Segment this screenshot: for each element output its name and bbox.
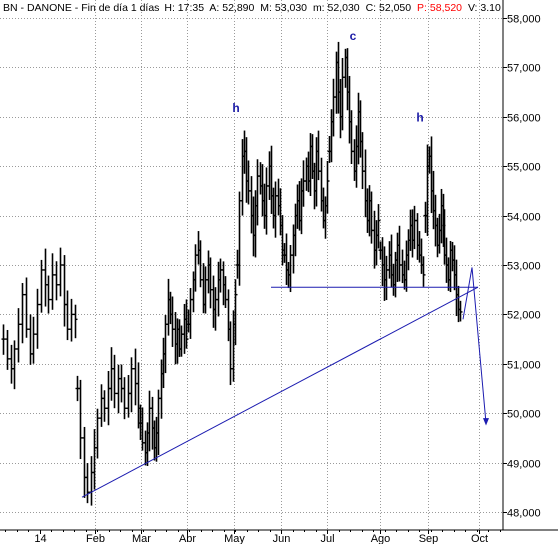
price-bar — [325, 160, 330, 214]
price-bar — [376, 204, 381, 249]
price-bar — [31, 316, 36, 364]
header-v-value: 3.10 — [480, 2, 501, 14]
x-tick-label: Abr — [179, 533, 196, 544]
x-tick-label: Ago — [371, 533, 391, 544]
price-bar — [95, 408, 100, 459]
y-tick-label: 54,000 — [507, 212, 541, 224]
price-bar — [129, 357, 134, 413]
price-bar — [16, 308, 21, 363]
price-bar — [58, 247, 63, 297]
price-bar — [54, 261, 59, 301]
header-p-label: P: — [417, 2, 427, 14]
y-tick-label: 48,000 — [507, 508, 541, 520]
drawn-lines — [81, 267, 489, 498]
header-a-value: 52,890 — [222, 2, 254, 14]
x-tick-label: May — [224, 533, 245, 544]
price-bar — [233, 279, 238, 346]
price-bar — [73, 304, 78, 339]
price-bar — [5, 329, 10, 370]
y-tick-label: 53,000 — [507, 261, 541, 273]
pattern-label-h: h — [232, 101, 239, 115]
header-bar — [0, 0, 503, 15]
y-tick-label: 57,000 — [507, 63, 541, 75]
price-bar — [69, 298, 74, 342]
price-bar — [102, 390, 107, 422]
price-bar — [458, 300, 463, 322]
price-bar — [50, 253, 55, 310]
header-name: DANONE — [27, 2, 72, 14]
header-h-label: H: — [164, 2, 175, 14]
x-tick-label: Oct — [471, 533, 488, 544]
projection-arrowhead — [483, 418, 489, 426]
pattern-label-c: c — [350, 29, 357, 43]
header-period: Fin de día 1 días — [81, 2, 159, 14]
price-bar — [78, 379, 83, 460]
price-bar — [421, 256, 426, 287]
y-tick-label: 50,000 — [507, 409, 541, 421]
header-v-label: V: — [468, 2, 478, 14]
header-mn-label: m: — [313, 2, 325, 14]
price-bar — [1, 324, 6, 355]
header-c-label: C: — [366, 2, 377, 14]
pattern-label-h: h — [416, 111, 423, 125]
price-bar — [20, 283, 25, 344]
y-tick-label: 52,000 — [507, 310, 541, 322]
y-tick-label: 51,000 — [507, 360, 541, 372]
price-bar — [122, 377, 127, 420]
header-symbol: BN — [3, 2, 18, 14]
y-tick-label: 49,000 — [507, 459, 541, 471]
y-tick-label: 55,000 — [507, 162, 541, 174]
y-tick-label: 56,000 — [507, 113, 541, 125]
price-bar — [65, 290, 70, 341]
header-m-label: M: — [260, 2, 272, 14]
annotations: h c h — [232, 29, 423, 125]
header-a-label: A: — [209, 2, 219, 14]
projection-line — [462, 267, 487, 424]
price-bar — [39, 259, 44, 313]
header-m-value: 53,030 — [275, 2, 307, 14]
x-tick-label: 14 — [34, 533, 46, 544]
x-tick-label: Mar — [132, 533, 151, 544]
trendline — [81, 286, 479, 498]
y-tick-label: 58,000 — [507, 14, 541, 26]
header-h-value: 17:35 — [178, 2, 204, 14]
price-bar — [112, 354, 117, 409]
x-axis: 14 Feb Mar Abr May Jun Jul Ago Sep Oct — [5, 530, 501, 544]
price-bar — [24, 277, 29, 338]
price-bar — [12, 340, 17, 390]
header-p-value: 58,520 — [430, 2, 462, 14]
price-bar — [46, 275, 51, 314]
x-tick-label: Jun — [273, 533, 291, 544]
x-tick-label: Feb — [86, 533, 105, 544]
x-tick-label: Jul — [320, 533, 334, 544]
header-mn-value: 52,030 — [328, 2, 360, 14]
chart-header: BN - DANONE - Fin de día 1 días H: 17:35… — [3, 2, 501, 14]
y-axis: 48,000 49,000 50,000 51,000 52,000 53,000 54,0… — [503, 14, 541, 520]
price-bar — [35, 288, 40, 349]
price-bar — [85, 463, 90, 504]
header-c-value: 52,050 — [379, 2, 411, 14]
x-tick-label: Sep — [419, 533, 439, 544]
price-bars — [1, 41, 463, 506]
